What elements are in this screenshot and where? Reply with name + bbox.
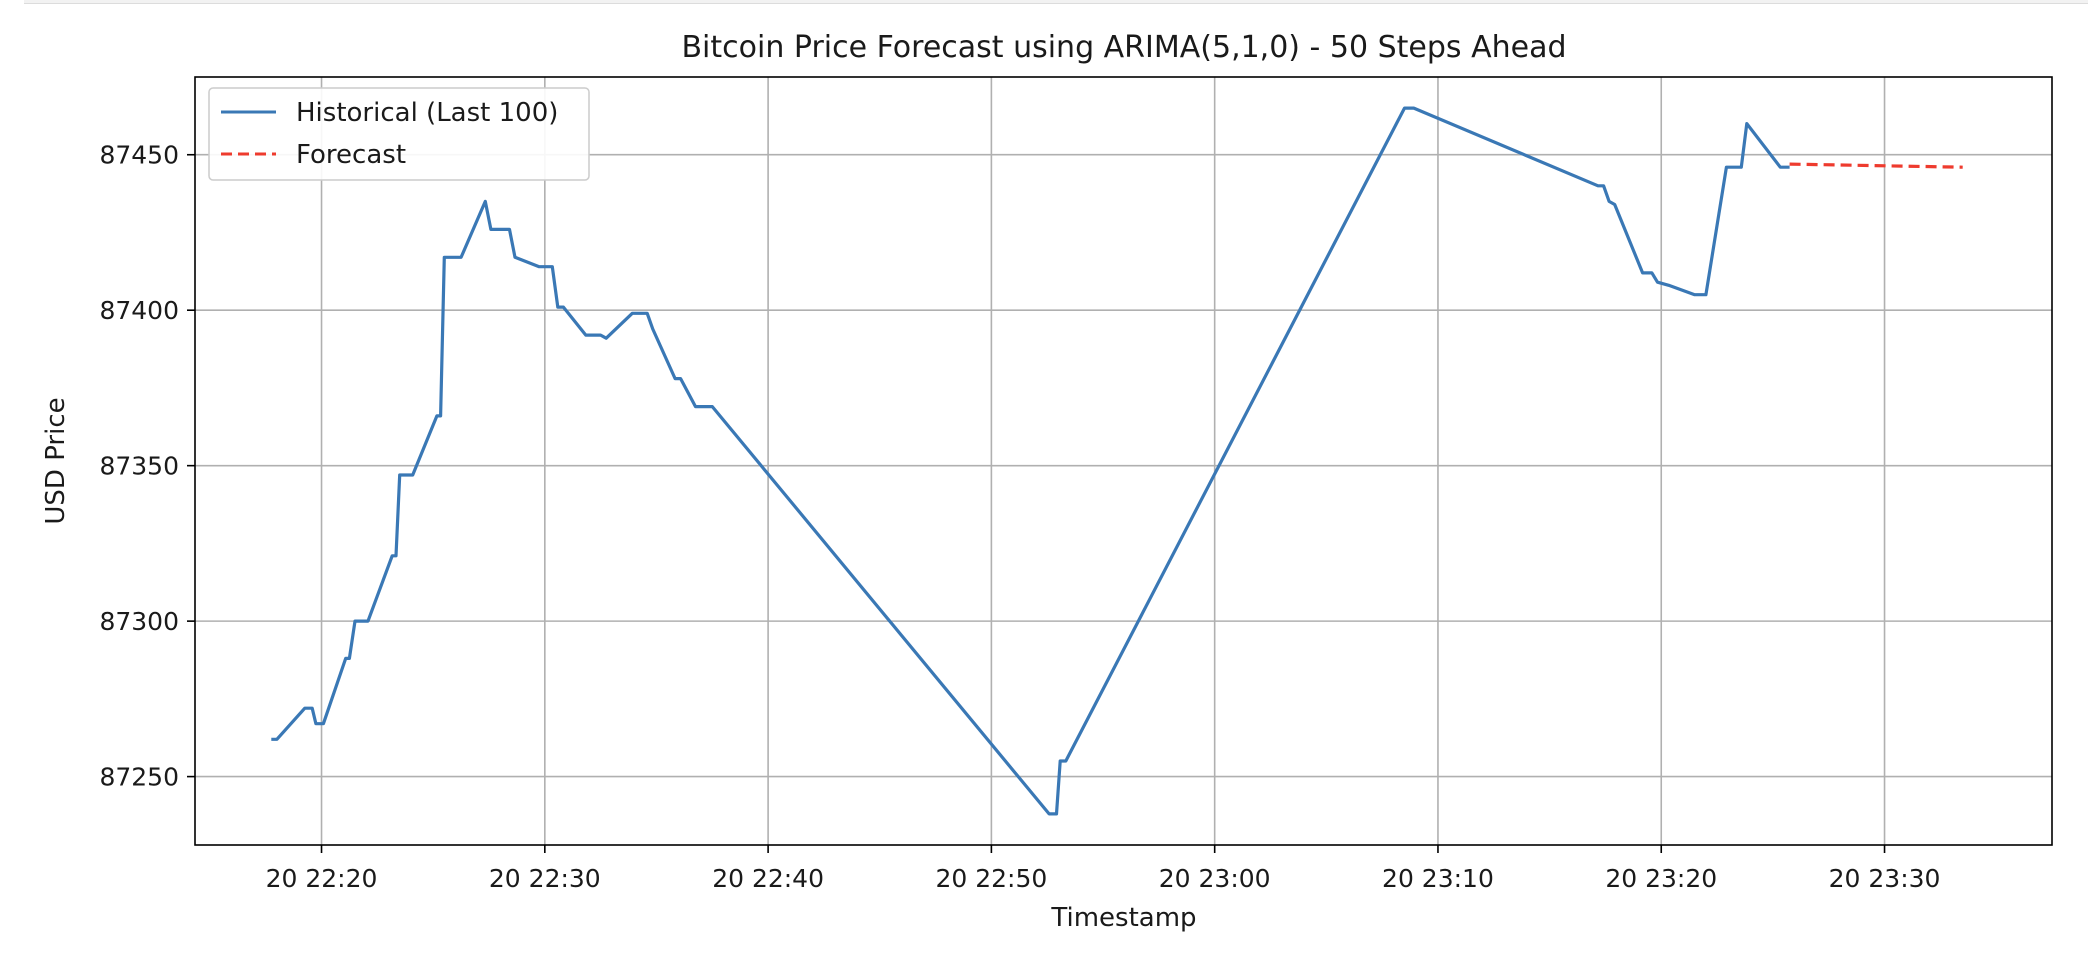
x-tick-label: 20 22:30 <box>489 864 601 893</box>
y-tick-label: 87350 <box>99 452 179 481</box>
legend-box <box>208 87 590 181</box>
x-tick-label: 20 23:20 <box>1605 864 1717 893</box>
legend-label-forecast: Forecast <box>296 140 406 170</box>
plot-frame <box>194 76 2053 846</box>
series-line-historical <box>271 106 1790 816</box>
y-axis-ticks: 87250 87300 87350 87400 87450 <box>99 141 195 792</box>
x-tick-label: 20 22:20 <box>266 864 378 893</box>
x-tick-label: 20 23:30 <box>1829 864 1941 893</box>
series-layer <box>271 106 1963 816</box>
x-tick-label: 20 22:40 <box>712 864 824 893</box>
y-tick-label: 87250 <box>99 763 179 792</box>
y-tick-label: 87450 <box>99 141 179 170</box>
x-tick-label: 20 23:00 <box>1159 864 1271 893</box>
x-axis-label: Timestamp <box>1050 903 1196 933</box>
y-tick-label: 87400 <box>99 296 179 325</box>
x-axis-ticks: 20 22:20 20 22:30 20 22:40 20 22:50 20 23:00… <box>266 845 1941 893</box>
chart-title: Bitcoin Price Forecast using ARIMA(5,1,0… <box>681 30 1566 65</box>
x-tick-label: 20 22:50 <box>935 864 1047 893</box>
y-axis-label: USD Price <box>41 397 71 524</box>
y-tick-label: 87300 <box>99 607 179 636</box>
series-line-forecast <box>1789 162 1963 169</box>
top-strip <box>24 0 2088 4</box>
legend-label-historical: Historical (Last 100) <box>296 98 558 128</box>
grid-lines <box>195 77 2052 845</box>
x-tick-label: 20 23:10 <box>1382 864 1494 893</box>
legend: Historical (Last 100) Forecast <box>208 87 590 181</box>
